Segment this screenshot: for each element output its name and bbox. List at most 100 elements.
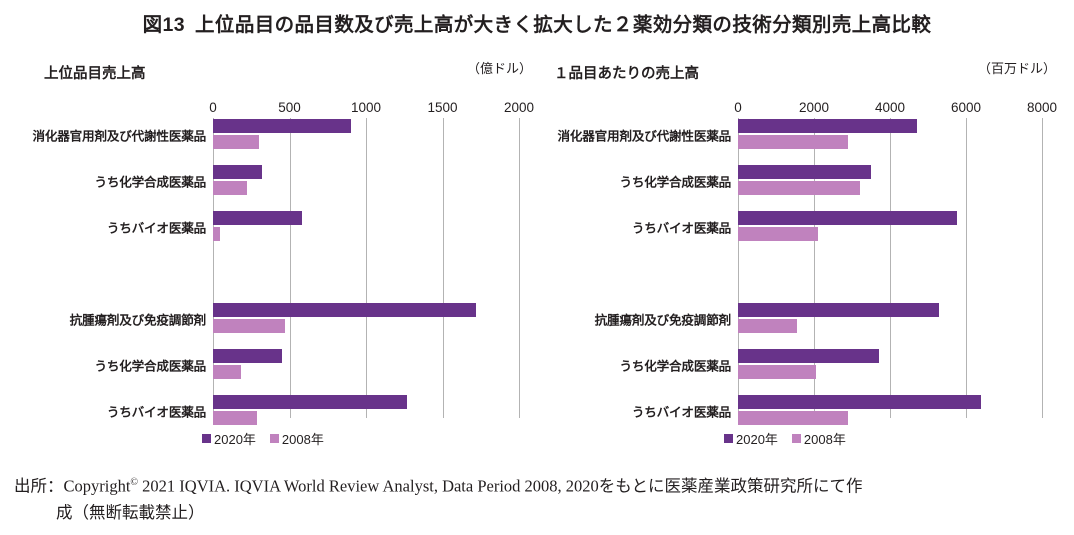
- gridline-0: [738, 118, 740, 418]
- bar-2008: [738, 181, 860, 195]
- category-label: うち化学合成医薬品: [619, 175, 731, 190]
- x-tick-label: 0: [209, 100, 217, 115]
- bar-2020: [738, 395, 982, 409]
- legend-swatch-2020: [202, 434, 211, 443]
- bar-2020: [738, 119, 917, 133]
- chart-panel-right: １品目あたりの売上高 （百万ドル） 0 2000 4000 6000 8000 消化器官用…: [540, 56, 1062, 456]
- figure-title-text: 上位品目の品目数及び売上高が大きく拡大した２薬効分類の技術分類別売上高比較: [195, 14, 932, 36]
- x-tick-label: 2000: [798, 100, 830, 115]
- category-label: うち化学合成医薬品: [94, 175, 206, 190]
- legend-swatch-2008: [269, 434, 279, 443]
- bar-2020: [213, 211, 302, 225]
- bar-2020: [738, 211, 957, 225]
- x-tick-label: 2000: [503, 100, 535, 115]
- source-line-1: 出所：Copyright© 2021 IQVIA. IQVIA World Re…: [14, 470, 1060, 500]
- bar-2020: [213, 395, 408, 409]
- bar-row: うちバイオ医薬品: [107, 394, 519, 428]
- x-tick-label: 4000: [874, 100, 906, 115]
- source-note: 出所：Copyright© 2021 IQVIA. IQVIA World Re…: [14, 470, 1060, 526]
- chart-panel-left: 上位品目売上高 （億ドル） 0 500 1000 1500 2000 消化器官用剤及び代謝…: [16, 56, 538, 456]
- gridline-500: [289, 118, 291, 418]
- bar-2008: [213, 227, 220, 241]
- legend-item-2020: 2020年: [202, 429, 256, 448]
- x-tick-label: 500: [278, 100, 301, 115]
- bar-2008: [213, 319, 285, 333]
- bar-row: うち化学合成医薬品: [619, 348, 1042, 382]
- bar-row: うち化学合成医薬品: [94, 348, 519, 382]
- bar-2008: [213, 135, 259, 149]
- chart-right-legend: 2020年 2008年: [724, 429, 846, 448]
- legend-swatch-2020: [724, 434, 733, 443]
- x-tick-label: 1500: [427, 100, 458, 115]
- chart-left-title: 上位品目売上高: [44, 66, 146, 82]
- bar-row: 消化器官用剤及び代謝性医薬品: [32, 118, 519, 152]
- gridline-1000: [366, 118, 368, 418]
- chart-right-axis-area: 0 2000 4000 6000 8000 消化器官用剤及び代謝性医薬品うち化学合成医薬品…: [540, 100, 1062, 425]
- bar-2008: [213, 411, 258, 425]
- figure-number: 図13: [142, 14, 186, 36]
- bar-2020: [213, 303, 477, 317]
- legend-label-2008: 2008年: [803, 432, 846, 447]
- bar-row: うちバイオ医薬品: [632, 394, 1042, 428]
- chart-left-legend: 2020年 2008年: [202, 429, 324, 448]
- bar-2008: [738, 365, 816, 379]
- bar-2008: [738, 319, 797, 333]
- source-line-2: 成（無断転載禁止）: [56, 502, 205, 522]
- bar-2020: [738, 303, 940, 317]
- bar-row: うち化学合成医薬品: [94, 164, 519, 198]
- gridline-1500: [442, 118, 444, 418]
- legend-label-2020: 2020年: [214, 432, 256, 447]
- category-label: うちバイオ医薬品: [631, 405, 731, 420]
- x-tick-label: 8000: [1026, 100, 1058, 115]
- legend-label-2020: 2020年: [736, 432, 778, 447]
- figure-title: 図13 上位品目の品目数及び売上高が大きく拡大した２薬効分類の技術分類別売上高比較: [0, 8, 1074, 37]
- bar-row: 消化器官用剤及び代謝性医薬品: [557, 118, 1042, 152]
- source-prefix: 出所：Copyright: [14, 476, 131, 496]
- category-label: うちバイオ医薬品: [106, 221, 206, 236]
- x-tick-label: 0: [734, 100, 742, 115]
- bar-2008: [213, 181, 247, 195]
- gridline-0: [213, 118, 215, 418]
- gridline-6000: [966, 118, 968, 418]
- category-label: 消化器官用剤及び代謝性医薬品: [557, 129, 731, 144]
- category-label: うち化学合成医薬品: [94, 359, 206, 374]
- category-label: 抗腫瘍剤及び免疫調節剤: [594, 313, 732, 328]
- bar-2008: [213, 365, 241, 379]
- bar-2020: [213, 349, 282, 363]
- category-label: 消化器官用剤及び代謝性医薬品: [32, 129, 206, 144]
- gridline-8000: [1042, 118, 1044, 418]
- legend-swatch-2008: [791, 434, 801, 443]
- gridline-4000: [890, 118, 892, 418]
- chart-right-unit: （百万ドル）: [977, 61, 1056, 76]
- bar-2020: [738, 165, 871, 179]
- category-label: うちバイオ医薬品: [106, 405, 206, 420]
- chart-left-axis-area: 0 500 1000 1500 2000 消化器官用剤及び代謝性医薬品 うち化学合成医薬品う…: [16, 100, 538, 425]
- bar-2020: [213, 165, 262, 179]
- bar-2008: [738, 135, 849, 149]
- source-rest: 2021 IQVIA. IQVIA World Review Analyst, …: [138, 476, 863, 496]
- bar-row: 抗腫瘍剤及び免疫調節剤: [70, 302, 519, 336]
- chart-right-plot: 0 2000 4000 6000 8000 消化器官用剤及び代謝性医薬品うち化学合成医薬品…: [540, 100, 1062, 425]
- bar-2008: [738, 227, 818, 241]
- category-label: 抗腫瘍剤及び免疫調節剤: [69, 313, 207, 328]
- category-label: うち化学合成医薬品: [619, 359, 731, 374]
- category-label: うちバイオ医薬品: [631, 221, 731, 236]
- legend-item-2008: 2008年: [269, 429, 324, 448]
- bar-row: うちバイオ医薬品: [107, 210, 519, 244]
- gridline-2000: [519, 118, 521, 418]
- copyright-symbol: ©: [130, 477, 139, 488]
- chart-left-plot: 0 500 1000 1500 2000 消化器官用剤及び代謝性医薬品 うち化学合成医薬品う…: [16, 100, 538, 425]
- legend-item-2008: 2008年: [791, 429, 846, 448]
- x-tick-label: 6000: [950, 100, 982, 115]
- bar-row: うちバイオ医薬品: [632, 210, 1042, 244]
- bar-2020: [213, 119, 351, 133]
- x-tick-label: 1000: [350, 100, 382, 115]
- chart-right-title: １品目あたりの売上高: [554, 66, 699, 82]
- bar-row: 抗腫瘍剤及び免疫調節剤: [595, 302, 1042, 336]
- legend-item-2020: 2020年: [724, 429, 778, 448]
- bar-2008: [738, 411, 849, 425]
- legend-label-2008: 2008年: [281, 432, 324, 447]
- gridline-2000: [814, 118, 816, 418]
- bar-2020: [738, 349, 879, 363]
- bar-row: うち化学合成医薬品: [619, 164, 1042, 198]
